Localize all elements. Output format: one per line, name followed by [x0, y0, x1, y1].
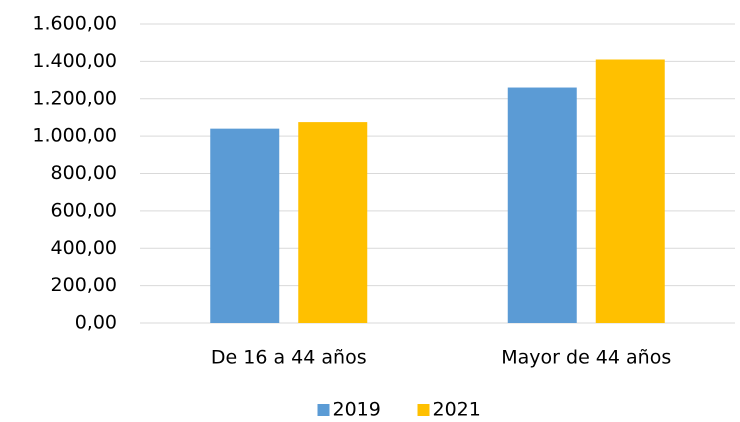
y-tick-label: 0,00 — [75, 312, 117, 334]
bar — [595, 59, 665, 323]
y-tick-label: 800,00 — [51, 162, 117, 184]
legend-swatch — [417, 404, 430, 416]
x-tick-label: Mayor de 44 años — [501, 347, 671, 369]
y-tick-label: 1.400,00 — [32, 50, 117, 72]
legend-label: 2021 — [433, 399, 481, 421]
bar — [507, 87, 577, 323]
y-tick-label: 1.600,00 — [32, 13, 117, 35]
bar — [210, 128, 280, 323]
y-tick-label: 200,00 — [51, 274, 117, 296]
y-tick-label: 400,00 — [51, 237, 117, 259]
bar — [298, 122, 368, 323]
y-tick-label: 600,00 — [51, 199, 117, 221]
legend-swatch — [317, 404, 330, 416]
y-tick-label: 1.000,00 — [32, 125, 117, 147]
legend-label: 2019 — [333, 399, 381, 421]
y-tick-label: 1.200,00 — [32, 87, 117, 109]
x-tick-label: De 16 a 44 años — [211, 347, 367, 369]
